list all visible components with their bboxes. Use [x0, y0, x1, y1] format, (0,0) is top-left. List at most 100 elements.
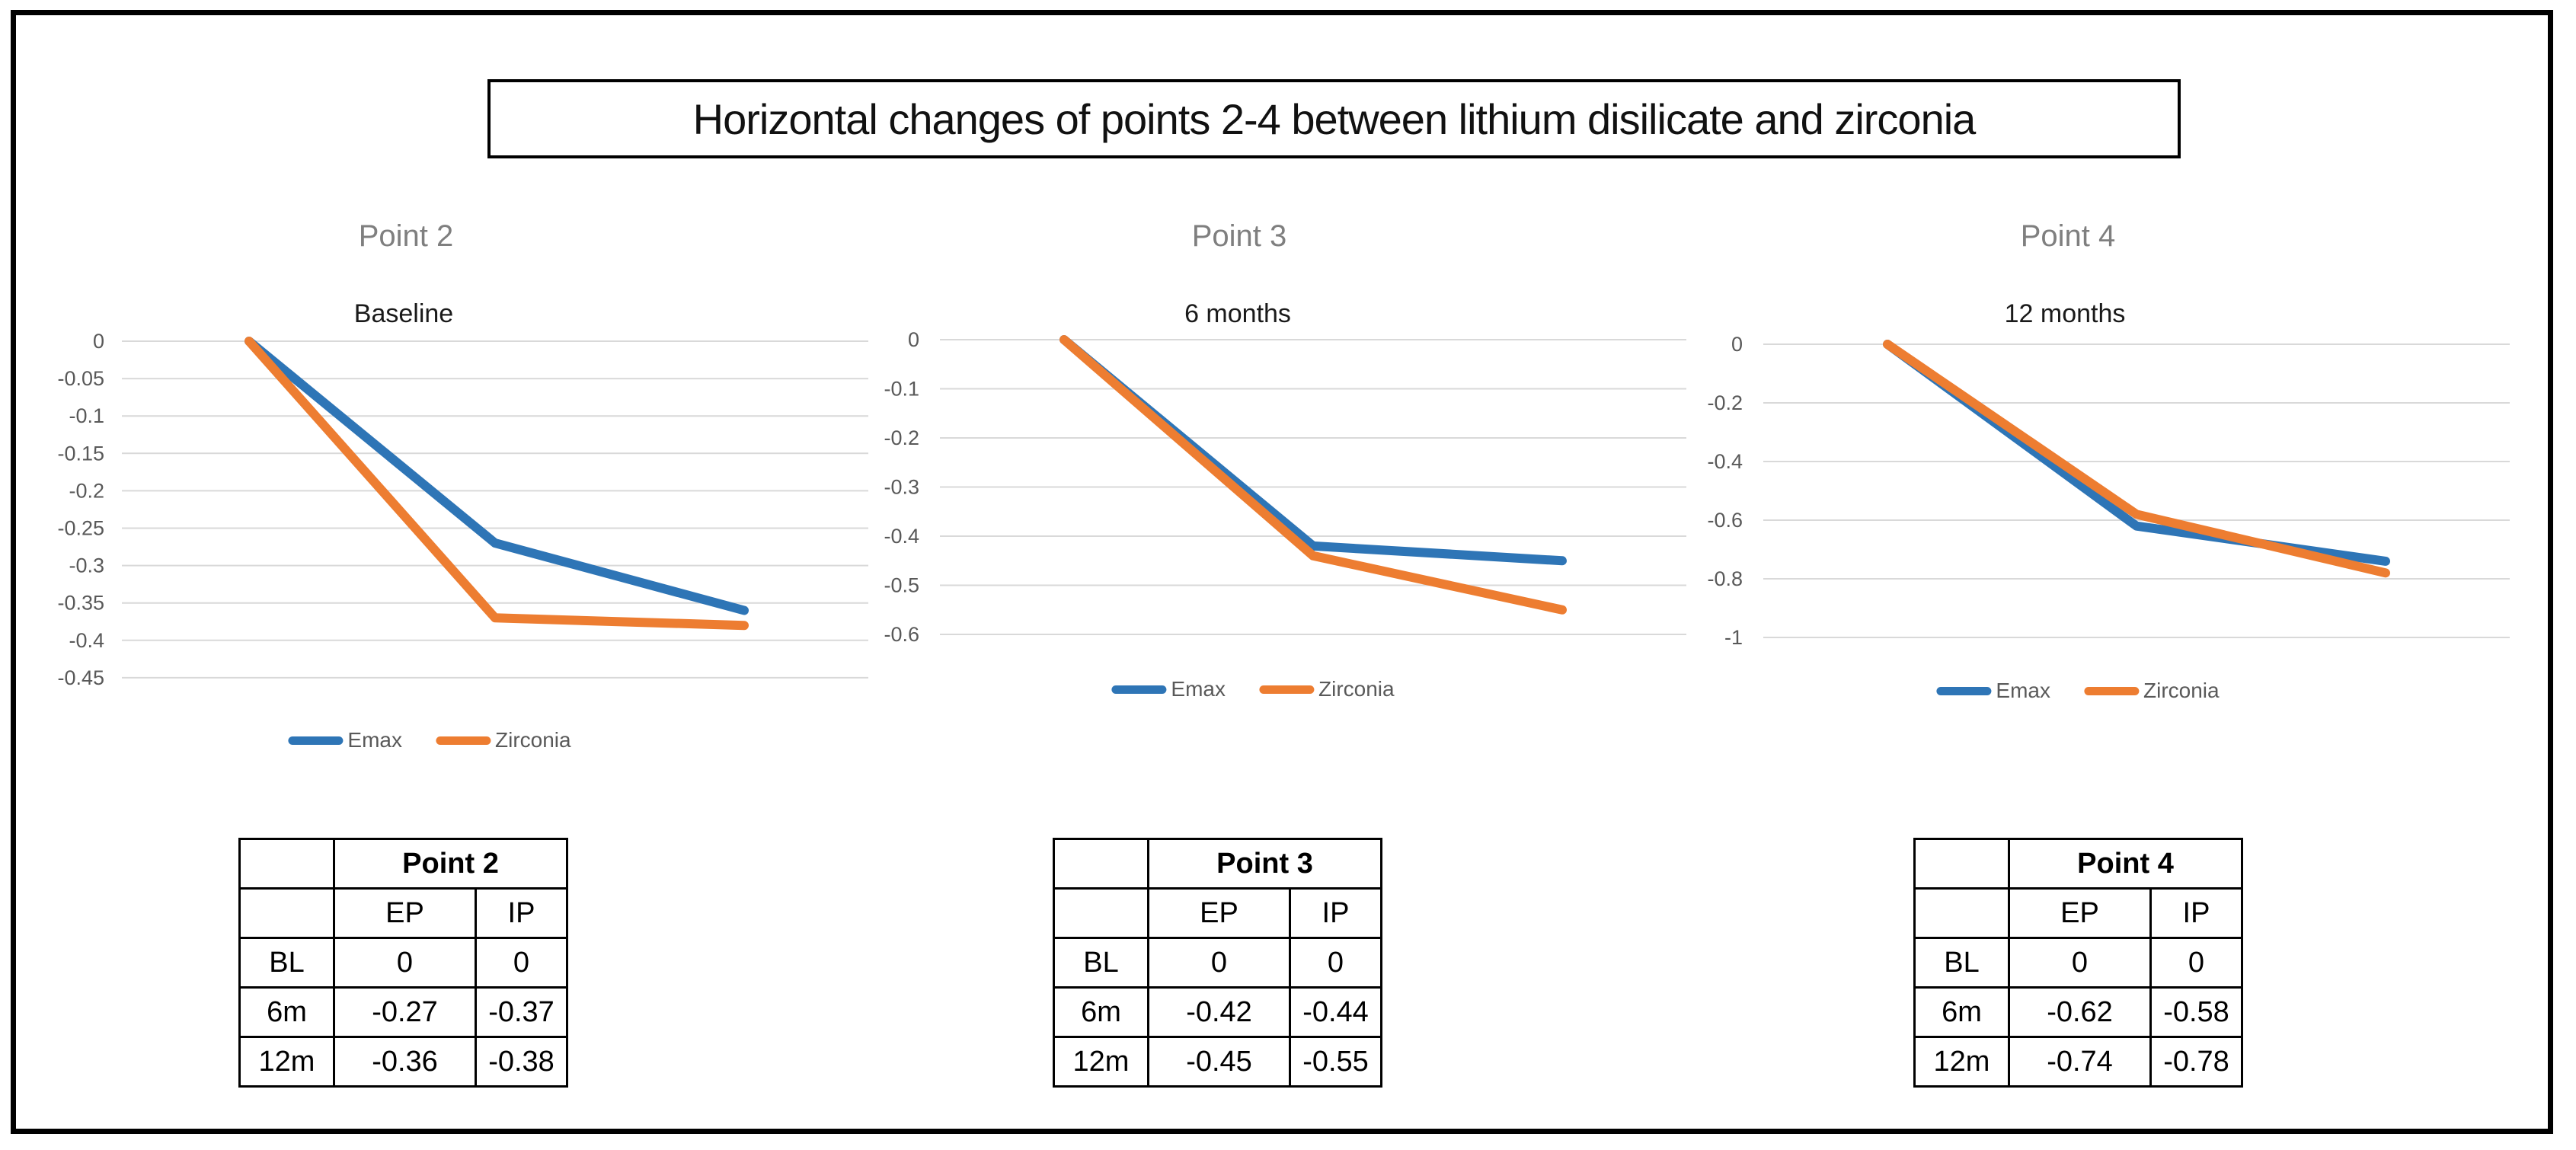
table-cell: -0.37	[475, 986, 568, 1038]
table-row: BL 0 0	[238, 937, 568, 989]
series-line-zirconia	[244, 337, 749, 631]
y-tick-label: -0.1	[884, 378, 919, 401]
table-row: 6m -0.27 -0.37	[238, 986, 568, 1038]
table-cell: -0.74	[2008, 1036, 2152, 1088]
table-cell: -0.38	[475, 1036, 568, 1088]
table-cell: -0.62	[2008, 986, 2152, 1038]
y-tick-label: -0.05	[57, 367, 104, 390]
y-tick-label: -0.2	[1707, 391, 1743, 414]
row-label: BL	[238, 937, 335, 989]
y-tick-label: -0.8	[1707, 567, 1743, 590]
table-cell: 0	[1147, 937, 1291, 989]
row-label: 12m	[1053, 1036, 1149, 1088]
legend-label-zirconia: Zirconia	[1318, 677, 1395, 701]
y-tick-label: 0	[93, 330, 104, 353]
emax-line-swatch	[1936, 686, 1992, 695]
col-header-ep: EP	[333, 887, 477, 939]
chart1-legend: Emax Zirconia	[288, 728, 571, 752]
main-title-box: Horizontal changes of points 2-4 between…	[487, 79, 2181, 158]
table-cell: -0.58	[2149, 986, 2243, 1038]
table-row: EP IP	[1053, 887, 1382, 939]
col-header-ip: IP	[2149, 887, 2243, 939]
table-row: 12m -0.45 -0.55	[1053, 1036, 1382, 1088]
legend-item-emax: Emax	[1111, 677, 1226, 701]
zirconia-line-swatch	[435, 736, 491, 745]
table-row: BL 0 0	[1053, 937, 1382, 989]
y-tick-label: 0	[908, 328, 919, 351]
table-corner-cell	[1053, 887, 1149, 939]
table-corner-cell	[1053, 838, 1149, 890]
legend-item-zirconia: Zirconia	[435, 728, 571, 752]
y-tick-label: -0.2	[69, 479, 104, 502]
table-title-cell: Point 3	[1147, 838, 1382, 890]
table-row: 6m -0.42 -0.44	[1053, 986, 1382, 1038]
legend-label-emax: Emax	[1171, 677, 1226, 701]
table-title-cell: Point 4	[2008, 838, 2243, 890]
emax-line-swatch	[1111, 685, 1167, 694]
table-cell: -0.55	[1289, 1036, 1382, 1088]
chart1-title: Point 2	[358, 219, 454, 253]
y-tick-label: -0.2	[884, 426, 919, 449]
table-cell: -0.44	[1289, 986, 1382, 1038]
table-row: Point 3	[1053, 838, 1382, 890]
row-label: BL	[1913, 937, 2010, 989]
table-row: 12m -0.36 -0.38	[238, 1036, 568, 1088]
y-tick-label: -0.25	[57, 517, 104, 540]
chart1-subtitle: Baseline	[353, 299, 454, 328]
y-tick-label: -0.15	[57, 442, 104, 465]
table-row: EP IP	[1913, 887, 2243, 939]
main-title: Horizontal changes of points 2-4 between…	[692, 94, 1977, 143]
table-cell: -0.45	[1147, 1036, 1291, 1088]
series-line-zirconia	[1883, 340, 2390, 578]
table-cell: -0.42	[1147, 986, 1291, 1038]
y-tick-label: -0.3	[69, 554, 104, 577]
table-cell: -0.27	[333, 986, 477, 1038]
table-corner-cell	[1913, 887, 2010, 939]
y-tick-label: -0.3	[884, 476, 919, 499]
table-cell: 0	[475, 937, 568, 989]
chart3-subtitle: 12 months	[2004, 299, 2126, 328]
table-row: EP IP	[238, 887, 568, 939]
table-cell: -0.36	[333, 1036, 477, 1088]
col-header-ip: IP	[1289, 887, 1382, 939]
y-tick-label: -0.45	[57, 666, 104, 689]
row-label: BL	[1053, 937, 1149, 989]
col-header-ip: IP	[475, 887, 568, 939]
table-title-cell: Point 2	[333, 838, 568, 890]
row-label: 6m	[1913, 986, 2010, 1038]
chart3-legend: Emax Zirconia	[1936, 679, 2220, 703]
chart2-legend: Emax Zirconia	[1111, 677, 1395, 701]
table-corner-cell	[238, 887, 335, 939]
legend-item-zirconia: Zirconia	[2083, 679, 2220, 703]
series-line-emax	[1059, 335, 1567, 566]
chart2-subtitle: 6 months	[1184, 299, 1291, 328]
y-tick-label: -0.1	[69, 404, 104, 427]
y-tick-label: -0.6	[884, 623, 919, 646]
series-line-emax	[244, 337, 749, 615]
y-tick-label: -0.5	[884, 574, 919, 597]
y-tick-label: -0.4	[1707, 450, 1743, 473]
series-line-zirconia	[1059, 335, 1567, 615]
row-label: 12m	[238, 1036, 335, 1088]
chart2-title: Point 3	[1191, 219, 1287, 253]
legend-label-zirconia: Zirconia	[2143, 679, 2220, 702]
row-label: 6m	[1053, 986, 1149, 1038]
chart3-title: Point 4	[2020, 219, 2116, 253]
zirconia-line-swatch	[1258, 685, 1314, 694]
col-header-ep: EP	[1147, 887, 1291, 939]
y-tick-label: -0.6	[1707, 509, 1743, 532]
y-tick-label: -0.35	[57, 592, 104, 615]
emax-line-swatch	[288, 736, 344, 745]
table-row: BL 0 0	[1913, 937, 2243, 989]
table-row: 6m -0.62 -0.58	[1913, 986, 2243, 1038]
table-row: 12m -0.74 -0.78	[1913, 1036, 2243, 1088]
col-header-ep: EP	[2008, 887, 2152, 939]
legend-item-emax: Emax	[1936, 679, 2050, 703]
y-tick-label: -1	[1724, 626, 1743, 649]
y-tick-label: -0.4	[69, 629, 104, 652]
zirconia-line-swatch	[2083, 686, 2139, 695]
legend-label-zirconia: Zirconia	[494, 728, 571, 752]
table-cell: 0	[2008, 937, 2152, 989]
legend-item-zirconia: Zirconia	[1258, 677, 1395, 701]
